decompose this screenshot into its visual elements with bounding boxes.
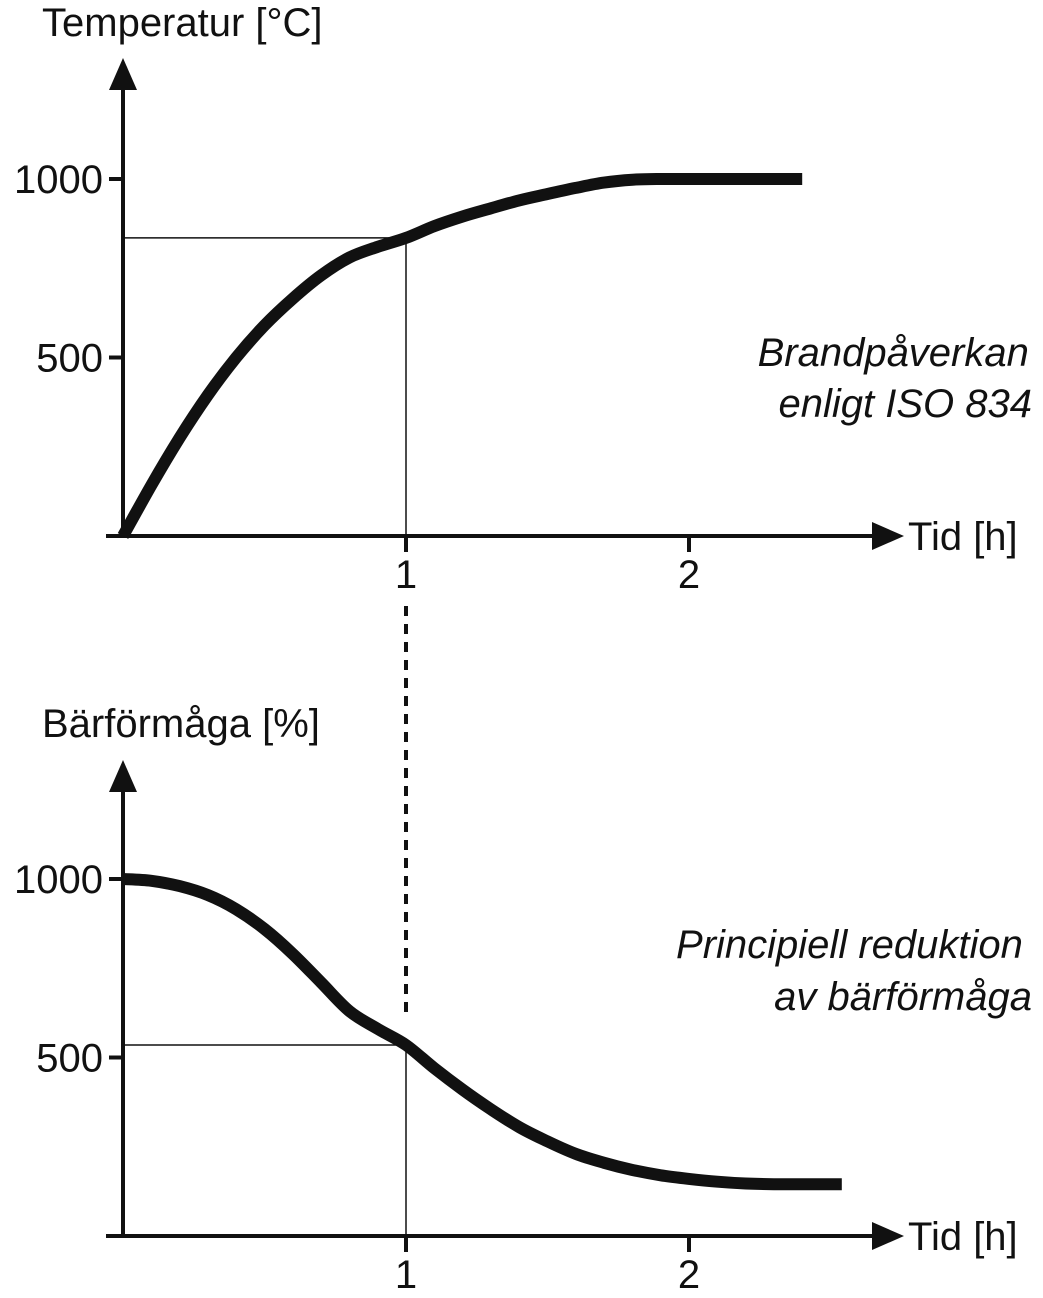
capacity-x-axis-title: Tid [h] xyxy=(908,1215,1018,1259)
temperature-annotation-line-1: Brandpåverkan xyxy=(758,331,1029,375)
capacity-y-tick-label: 500 xyxy=(36,1037,103,1081)
temperature-x-axis-arrow-icon xyxy=(872,522,904,550)
temperature-y-tick-label: 500 xyxy=(36,337,103,381)
capacity-x-axis-arrow-icon xyxy=(872,1222,904,1250)
temperature-x-tick-label: 1 xyxy=(395,553,417,597)
temperature-curve xyxy=(117,172,803,539)
capacity-x-tick-label: 1 xyxy=(395,1253,417,1297)
temperature-ticks: 1 2 500 1000 xyxy=(14,158,700,597)
temperature-chart: Temperatur [°C] Tid [h] 1 2 500 1000 Brandp… xyxy=(14,1,1040,597)
temperature-annotation: Brandpåverkan enligt ISO 834 xyxy=(758,331,1040,426)
capacity-annotation: Principiell reduktion av bärförmåga xyxy=(676,923,1034,1019)
capacity-annotation-line-1: Principiell reduktion xyxy=(676,923,1023,967)
capacity-y-tick-label: 1000 xyxy=(14,858,103,902)
capacity-curve xyxy=(122,873,842,1191)
temperature-y-tick-label: 1000 xyxy=(14,158,103,202)
capacity-annotation-line-2: av bärförmåga xyxy=(774,975,1032,1019)
temperature-x-axis-title: Tid [h] xyxy=(908,515,1018,559)
temperature-x-tick-label: 2 xyxy=(678,553,700,597)
temperature-y-axis-title: Temperatur [°C] xyxy=(42,1,323,45)
temperature-y-axis-arrow-icon xyxy=(109,58,137,90)
capacity-x-tick-label: 2 xyxy=(678,1253,700,1297)
capacity-chart: Bärförmåga [%] Tid [h] 1 2 500 1000 Princip… xyxy=(14,702,1034,1297)
capacity-ticks: 1 2 500 1000 xyxy=(14,858,700,1297)
capacity-y-axis-title: Bärförmåga [%] xyxy=(42,702,320,746)
capacity-y-axis-arrow-icon xyxy=(109,760,137,792)
temperature-annotation-line-2: enligt ISO 834 xyxy=(779,382,1033,426)
